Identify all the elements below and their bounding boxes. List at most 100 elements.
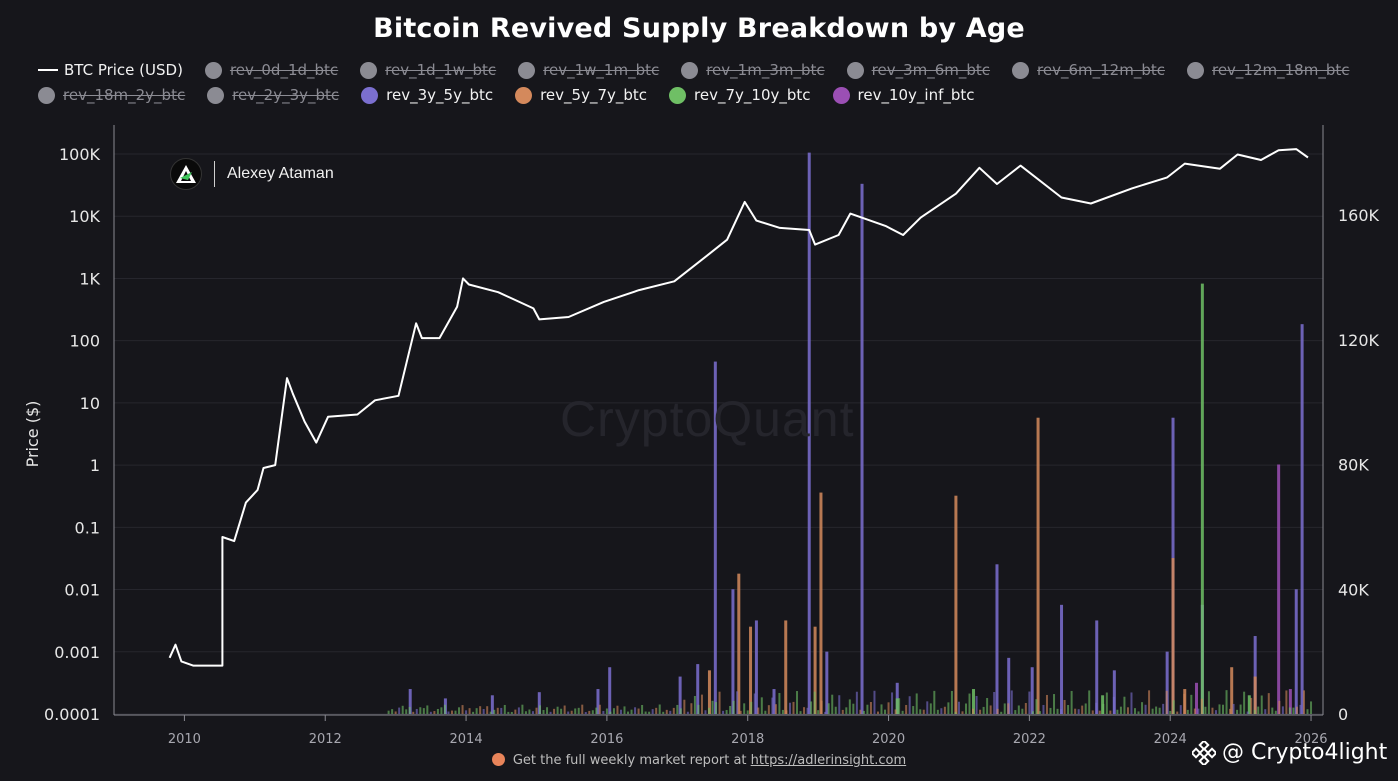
bar-noise — [1179, 705, 1182, 714]
bar-noise — [605, 708, 608, 714]
bar-noise — [1229, 708, 1232, 714]
bar-noise — [1302, 690, 1305, 714]
legend-item-rev-18m-2y-btc[interactable]: rev_18m_2y_btc — [38, 86, 185, 104]
legend-dot-swatch — [846, 61, 864, 79]
footer-link[interactable]: https://adlerinsight.com — [750, 753, 907, 768]
bar-rev-5y-7y-btc-11 — [1253, 676, 1257, 714]
bar-noise — [1271, 707, 1274, 714]
bar-noise — [1310, 701, 1313, 714]
bar-rev-3y-5y-btc-17 — [1007, 657, 1011, 714]
legend-dot-swatch — [681, 61, 699, 79]
bar-noise — [771, 697, 774, 714]
legend-label: rev_0d_1d_btc — [229, 61, 339, 79]
bar-noise — [1081, 705, 1084, 714]
bar-noise — [855, 691, 858, 714]
bar-rev-7y-10y-btc-0 — [895, 698, 899, 714]
bar-noise — [1105, 692, 1108, 714]
bar-rev-5y-7y-btc-7 — [1036, 417, 1040, 714]
bar-noise — [785, 710, 788, 714]
bar-noise — [514, 709, 517, 714]
bar-noise — [767, 705, 770, 714]
legend-dot-swatch — [204, 61, 222, 79]
legend-label: BTC Price (USD) — [64, 61, 183, 79]
legend-item-rev-1d-1w-btc[interactable]: rev_1d_1w_btc — [360, 61, 496, 79]
bar-noise — [831, 694, 834, 714]
bar-noise — [1158, 707, 1161, 714]
bar-noise — [1056, 708, 1059, 714]
bar-noise — [1003, 703, 1006, 714]
legend-line-swatch — [38, 69, 58, 71]
bar-noise — [750, 701, 753, 714]
bar-noise — [1281, 706, 1284, 714]
legend-item-rev-1w-1m-btc[interactable]: rev_1w_1m_btc — [518, 61, 659, 79]
bar-noise — [584, 711, 587, 714]
bar-rev-3y-5y-btc-0 — [408, 689, 412, 714]
bar-noise — [760, 697, 763, 714]
bar-noise — [729, 705, 732, 714]
y-right-tick-label: 160K — [1338, 206, 1380, 225]
bar-noise — [1084, 703, 1087, 714]
bar-noise — [391, 709, 394, 714]
bar-noise — [788, 702, 791, 714]
bar-noise — [884, 709, 887, 714]
bar-noise — [982, 706, 985, 714]
bar-noise — [1225, 690, 1228, 714]
legend-item-rev-7y-10y-btc[interactable]: rev_7y_10y_btc — [669, 86, 811, 104]
bar-noise — [651, 709, 654, 714]
bar-noise — [1299, 704, 1302, 714]
bar-noise — [528, 709, 531, 714]
bar-noise — [813, 691, 816, 714]
bar-noise — [1074, 708, 1077, 714]
bar-noise — [792, 701, 795, 714]
bar-noise — [665, 709, 668, 714]
bar-noise — [891, 692, 894, 714]
bar-noise — [845, 707, 848, 714]
bar-noise — [619, 709, 622, 714]
bar-rev-3y-5y-btc-19 — [1060, 604, 1064, 714]
legend-item-rev-1m-3m-btc[interactable]: rev_1m_3m_btc — [681, 61, 825, 79]
bar-noise — [627, 711, 630, 714]
bar-noise — [1123, 696, 1126, 714]
legend-item-rev-3m-6m-btc[interactable]: rev_3m_6m_btc — [846, 61, 990, 79]
x-tick-label: 2024 — [1154, 732, 1187, 747]
legend-item-rev-2y-3y-btc[interactable]: rev_2y_3y_btc — [207, 86, 339, 104]
bar-noise — [824, 711, 827, 714]
bar-noise — [1218, 704, 1221, 714]
bar-noise — [542, 710, 545, 714]
author-brand: Alexey Ataman — [170, 158, 334, 190]
bar-noise — [676, 704, 679, 714]
bar-noise — [683, 699, 686, 714]
brand-divider — [214, 161, 215, 187]
bar-noise — [412, 711, 415, 714]
legend-item-rev-10y-inf-btc[interactable]: rev_10y_inf_btc — [832, 86, 975, 104]
bar-noise — [598, 704, 601, 714]
legend-item-rev-0d-1d-btc[interactable]: rev_0d_1d_btc — [204, 61, 339, 79]
x-tick-label: 2016 — [590, 732, 623, 747]
bar-rev-10y-inf-btc-1 — [1277, 464, 1281, 714]
bar-noise — [1200, 698, 1203, 714]
legend-item-rev-6m-12m-btc[interactable]: rev_6m_12m_btc — [1012, 61, 1165, 79]
bar-noise — [940, 708, 943, 714]
bar-rev-3y-5y-btc-25 — [1253, 636, 1257, 714]
bar-noise — [644, 711, 647, 714]
x-tick-label: 2010 — [168, 732, 201, 747]
bar-noise — [612, 708, 615, 714]
bar-noise — [1214, 710, 1217, 714]
legend-item-rev-12m-18m-btc[interactable]: rev_12m_18m_btc — [1186, 61, 1349, 79]
bar-noise — [658, 704, 661, 714]
legend: BTC Price (USD) rev_0d_1d_btc rev_1d_1w_bt… — [38, 58, 1378, 108]
bar-noise — [1077, 709, 1080, 714]
price-line-layer — [168, 148, 1309, 667]
legend-item-rev-3y-5y-btc[interactable]: rev_3y_5y_btc — [361, 86, 493, 104]
y-right-tick-label: 0 — [1338, 705, 1348, 724]
bar-noise — [781, 709, 784, 714]
footer: Get the full weekly market report at htt… — [0, 753, 1398, 768]
bar-noise — [711, 700, 714, 714]
bar-noise — [1109, 710, 1112, 714]
legend-item-rev-5y-7y-btc[interactable]: rev_5y_7y_btc — [515, 86, 647, 104]
bar-rev-5y-7y-btc-8 — [1171, 558, 1175, 714]
bar-noise — [1049, 707, 1052, 714]
legend-item-btc-price-usd-[interactable]: BTC Price (USD) — [38, 61, 183, 79]
credit-text: @ Crypto4light — [1222, 740, 1388, 765]
bar-noise — [475, 708, 478, 714]
